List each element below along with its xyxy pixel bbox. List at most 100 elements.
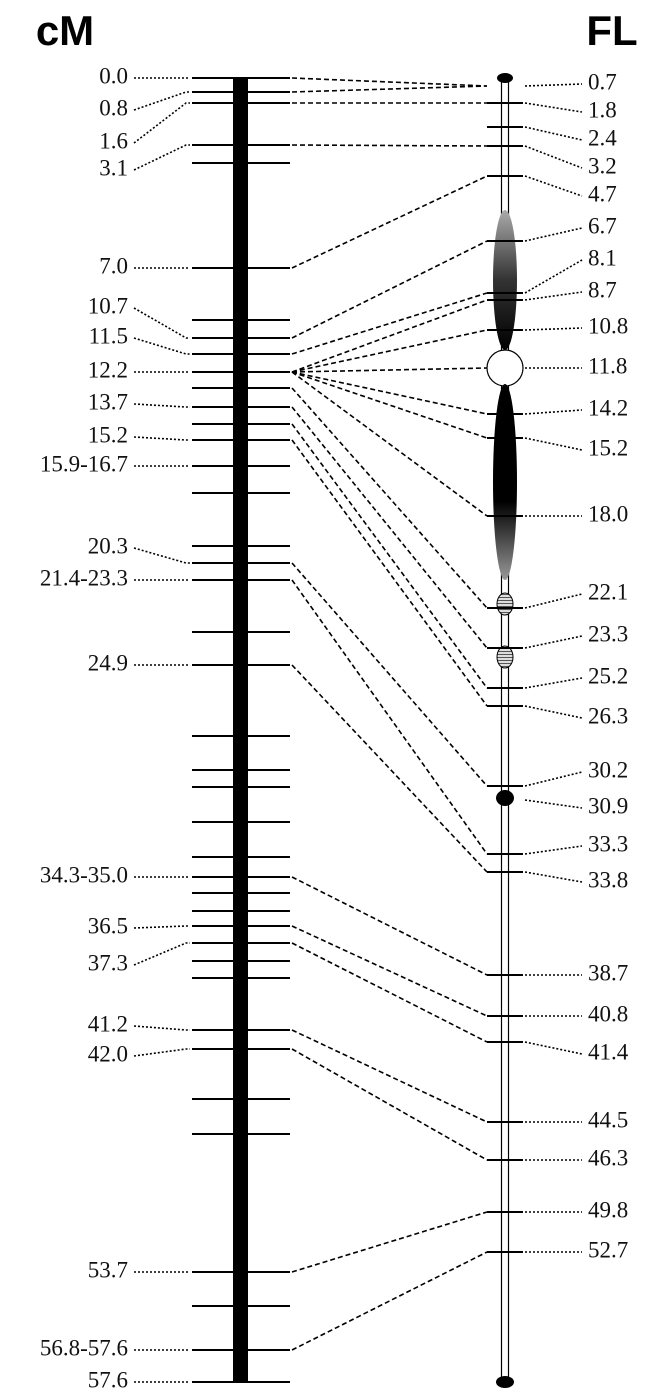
label-leader xyxy=(134,548,190,563)
label-leader xyxy=(525,678,582,688)
map-connection xyxy=(292,145,487,146)
label-leader xyxy=(134,145,190,170)
fl-label: 11.8 xyxy=(588,353,627,378)
cm-label: 1.6 xyxy=(99,128,128,153)
map-connection xyxy=(292,424,487,688)
fl-label: 10.8 xyxy=(588,313,628,338)
cm-label: 3.1 xyxy=(99,155,128,180)
label-leader xyxy=(525,176,582,196)
fl-label: 22.1 xyxy=(588,579,628,604)
label-leader xyxy=(525,127,582,140)
label-leader xyxy=(525,292,582,300)
cm-label: 21.4-23.3 xyxy=(40,565,128,590)
cm-label: 20.3 xyxy=(88,533,128,558)
fl-label: 8.7 xyxy=(588,277,617,302)
map-connection xyxy=(292,372,487,438)
fl-label: 15.2 xyxy=(588,435,628,460)
cm-label: 36.5 xyxy=(88,913,128,938)
label-leader xyxy=(525,260,582,293)
label-leader xyxy=(525,84,582,86)
label-leader xyxy=(525,328,582,330)
cm-label: 42.0 xyxy=(88,1041,128,1066)
map-connection xyxy=(292,943,487,1042)
map-connection xyxy=(292,86,487,92)
fl-label: 14.2 xyxy=(588,395,628,420)
fl-label: 2.4 xyxy=(588,125,617,150)
map-connection xyxy=(292,877,487,975)
cm-label: 10.7 xyxy=(88,293,128,318)
map-connection xyxy=(292,563,487,786)
cm-label: 57.6 xyxy=(88,1367,128,1392)
fl-label: 3.2 xyxy=(588,153,617,178)
cm-label: 15.9-16.7 xyxy=(40,451,128,476)
physical-chromosome xyxy=(487,73,523,1388)
label-leader xyxy=(525,706,582,718)
map-connection xyxy=(292,665,487,872)
map-connection xyxy=(292,1030,487,1122)
label-leader xyxy=(134,437,190,440)
genetic-map-bar xyxy=(233,78,248,1382)
cm-label: 15.2 xyxy=(88,422,128,447)
cm-label: 11.5 xyxy=(89,323,128,348)
label-leader xyxy=(525,800,582,808)
label-leader xyxy=(525,636,582,648)
label-leader xyxy=(134,92,190,110)
label-leader xyxy=(525,872,582,882)
fl-label: 0.7 xyxy=(588,69,617,94)
fl-label: 40.8 xyxy=(588,1001,628,1026)
header-cm: cM xyxy=(36,7,94,54)
fl-label: 33.3 xyxy=(588,831,628,856)
map-connection xyxy=(292,1252,487,1350)
map-connection xyxy=(292,368,487,372)
map-connection xyxy=(292,580,487,854)
label-leader xyxy=(134,926,190,928)
fl-label: 30.2 xyxy=(588,757,628,782)
label-leader xyxy=(134,1049,190,1056)
fl-label: 44.5 xyxy=(588,1107,628,1132)
map-connection xyxy=(292,1212,487,1272)
map-connection xyxy=(292,926,487,1016)
cm-label: 0.8 xyxy=(99,95,128,120)
fl-label: 26.3 xyxy=(588,703,628,728)
cm-label: 53.7 xyxy=(88,1257,128,1282)
label-leader xyxy=(134,308,190,338)
label-leader xyxy=(525,1042,582,1054)
label-leader xyxy=(525,228,582,241)
label-leader xyxy=(134,1026,190,1030)
fl-label: 33.8 xyxy=(588,867,628,892)
fl-label: 41.4 xyxy=(588,1039,629,1064)
cm-label: 12.2 xyxy=(88,357,128,382)
fl-label: 49.8 xyxy=(588,1197,628,1222)
fl-label: 52.7 xyxy=(588,1237,628,1262)
fl-label: 8.1 xyxy=(588,245,617,270)
cm-label: 37.3 xyxy=(88,950,128,975)
linkage-map: cM FL 0.00.81.63.17.010.711.512.213.715.… xyxy=(0,0,647,1400)
label-leader xyxy=(525,594,582,608)
fl-label: 38.7 xyxy=(588,960,628,985)
map-connection xyxy=(292,78,487,86)
map-connection xyxy=(292,388,487,608)
map-connection xyxy=(292,1049,487,1160)
cm-label: 24.9 xyxy=(88,650,128,675)
map-connection xyxy=(292,176,487,268)
fl-label: 4.7 xyxy=(588,181,617,206)
label-leader xyxy=(525,846,582,854)
fl-label: 23.3 xyxy=(588,621,628,646)
cm-label: 41.2 xyxy=(88,1011,128,1036)
label-leader xyxy=(134,338,190,354)
label-leader xyxy=(525,438,582,450)
cm-label: 13.7 xyxy=(88,389,128,414)
map-connection xyxy=(292,330,487,372)
fl-label: 6.7 xyxy=(588,213,617,238)
map-connection xyxy=(292,440,487,706)
label-leader xyxy=(134,943,190,965)
cm-label: 56.8-57.6 xyxy=(40,1335,128,1360)
fl-label: 18.0 xyxy=(588,501,628,526)
map-connection xyxy=(292,241,487,338)
cm-label: 7.0 xyxy=(99,253,128,278)
fl-label: 1.8 xyxy=(588,97,617,122)
cm-label: 34.3-35.0 xyxy=(40,862,128,887)
label-leader xyxy=(134,404,190,407)
header-fl: FL xyxy=(586,7,637,54)
fl-label: 25.2 xyxy=(588,663,628,688)
